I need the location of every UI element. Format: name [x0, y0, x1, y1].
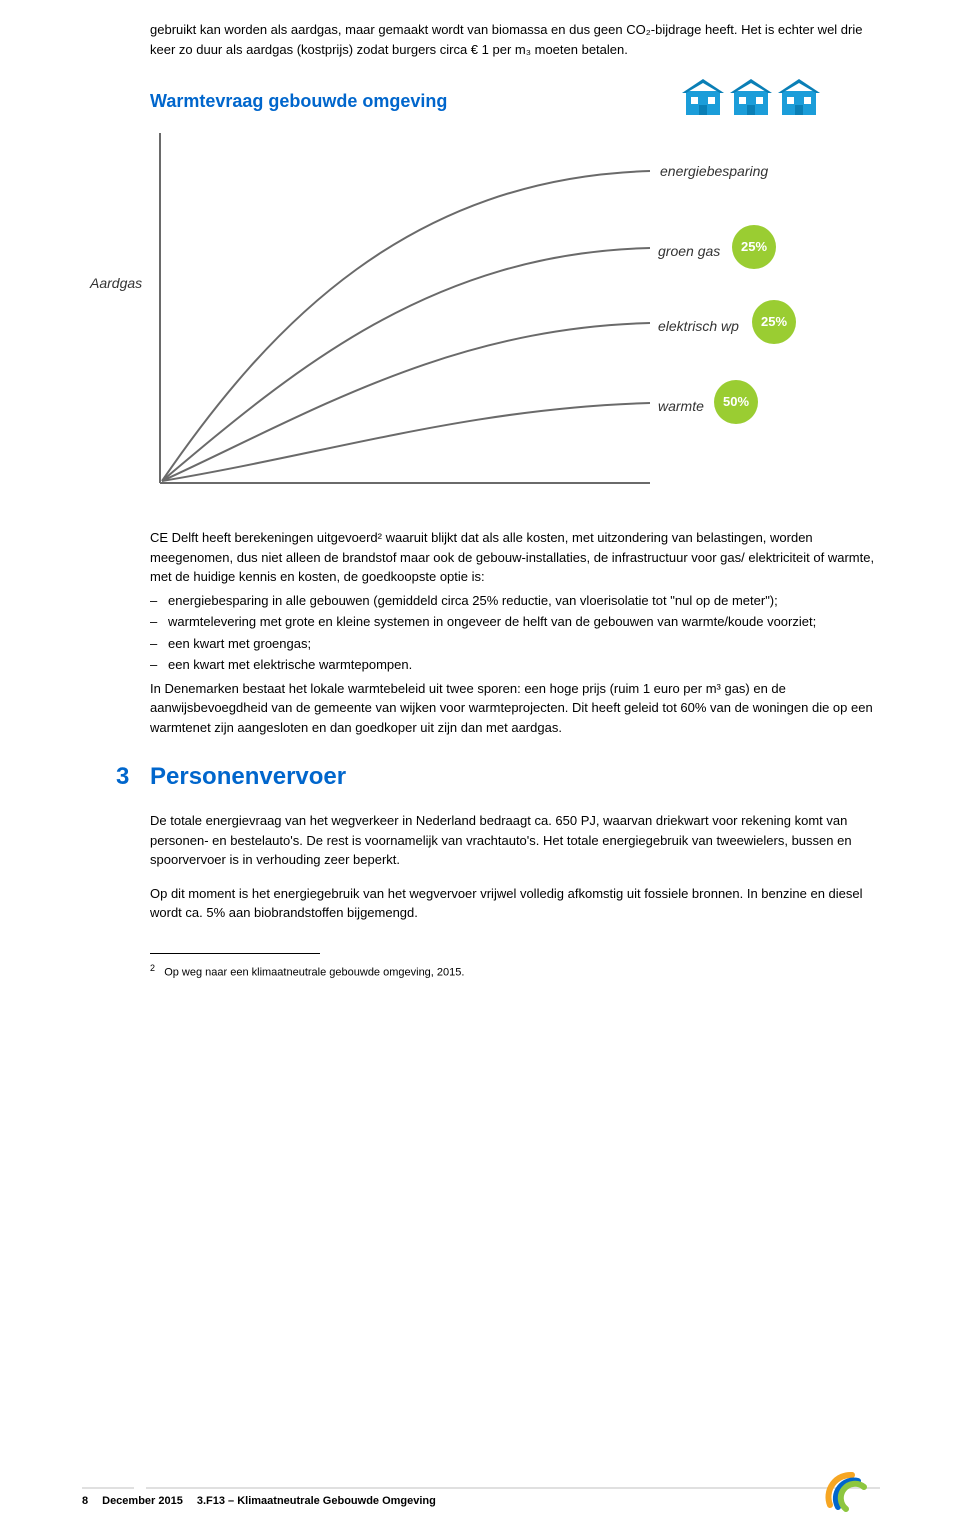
footer-divider [82, 1487, 880, 1489]
footnote-number: 2 [150, 963, 155, 973]
chart-title-text: Warmtevraag gebouwde omgeving [150, 88, 447, 115]
badge-warmte: 50% [714, 380, 758, 424]
document-page: gebruikt kan worden als aardgas, maar ge… [0, 0, 960, 1531]
intro-paragraph: gebruikt kan worden als aardgas, maar ge… [150, 20, 880, 59]
footnote-rule [150, 953, 320, 954]
chart-title-row: Warmtevraag gebouwde omgeving [150, 79, 880, 115]
building-icon [730, 79, 772, 115]
building-icon [682, 79, 724, 115]
building-icon [778, 79, 820, 115]
bullet-list: energiebesparing in alle gebouwen (gemid… [150, 591, 880, 675]
footer-text-row: 8 December 2015 3.F13 – Klimaatneutrale … [82, 1493, 880, 1510]
label-energiebesparing: energiebesparing [660, 161, 768, 182]
bullet-item: warmtelevering met grote en kleine syste… [150, 612, 880, 632]
footer-date: December 2015 [102, 1493, 183, 1510]
badge-elektrisch-wp: 25% [752, 300, 796, 344]
buildings-icon-group [682, 79, 820, 115]
section-number: 3 [116, 759, 150, 795]
bullet-item: een kwart met elektrische warmtepompen. [150, 655, 880, 675]
footer-page-number: 8 [82, 1493, 88, 1510]
section-title: Personenvervoer [150, 759, 346, 795]
section-heading: 3 Personenvervoer [150, 759, 880, 795]
y-axis-label: Aardgas [90, 273, 142, 294]
footer-doc-id: 3.F13 – Klimaatneutrale Gebouwde Omgevin… [197, 1493, 436, 1510]
badge-groen-gas: 25% [732, 225, 776, 269]
bullet-item: energiebesparing in alle gebouwen (gemid… [150, 591, 880, 611]
body-lead: CE Delft heeft berekeningen uitgevoerd² … [150, 530, 874, 584]
pv-para-2: Op dit moment is het energiegebruik van … [150, 884, 880, 923]
pv-para-1: De totale energievraag van het wegverkee… [150, 811, 880, 870]
label-warmte: warmte [658, 396, 704, 417]
chart-area: Aardgas energiebesparing groen gas 25% e… [150, 123, 790, 503]
body-tail: In Denemarken bestaat het lokale warmteb… [150, 681, 873, 735]
label-elektrisch-wp: elektrisch wp [658, 316, 739, 337]
page-footer: 8 December 2015 3.F13 – Klimaatneutrale … [0, 1487, 960, 1510]
footnote-text: Op weg naar een klimaatneutrale gebouwde… [164, 966, 464, 978]
bullet-item: een kwart met groengas; [150, 634, 880, 654]
label-groen-gas: groen gas [658, 241, 720, 262]
footnote: 2 Op weg naar een klimaatneutrale gebouw… [150, 962, 880, 981]
body-block: CE Delft heeft berekeningen uitgevoerd² … [150, 528, 880, 737]
logo-icon [824, 1465, 880, 1513]
